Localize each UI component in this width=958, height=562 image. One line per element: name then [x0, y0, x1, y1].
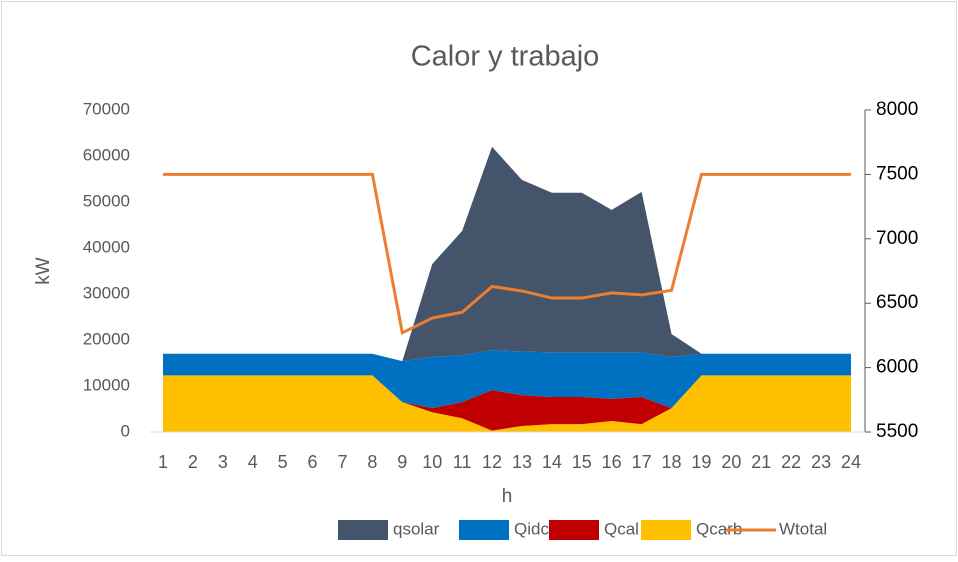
- area: [163, 375, 851, 431]
- y2-tick-label: 5500: [876, 421, 918, 442]
- legend-swatch: [641, 520, 691, 540]
- x-tick-label: 24: [841, 452, 861, 472]
- legend-label: Qidc: [514, 519, 549, 538]
- legend-swatch: [338, 520, 388, 540]
- x-tick-label: 21: [751, 452, 771, 472]
- legend-label: Qcal: [604, 519, 639, 538]
- legend-swatch: [549, 520, 599, 540]
- legend-label: Wtotal: [779, 519, 827, 538]
- x-tick-label: 22: [781, 452, 801, 472]
- x-tick-label: 14: [542, 452, 562, 472]
- y2-tick-label: 8000: [876, 99, 918, 120]
- x-tick-label: 16: [602, 452, 622, 472]
- x-tick-label: 13: [512, 452, 532, 472]
- x-tick-label: 4: [248, 452, 258, 472]
- area: [163, 146, 851, 362]
- y2-tick-label: 6000: [876, 357, 918, 378]
- x-tick-label: 8: [367, 452, 377, 472]
- legend-label: qsolar: [393, 519, 440, 538]
- y-axis-label: kW: [33, 257, 54, 285]
- x-tick-label: 5: [278, 452, 288, 472]
- y-tick-label: 10000: [83, 375, 130, 394]
- x-tick-label: 6: [308, 452, 318, 472]
- legend-label: Qcarb: [696, 519, 742, 538]
- y-tick-label: 60000: [83, 145, 130, 164]
- x-tick-label: 3: [218, 452, 228, 472]
- y-tick-label: 70000: [83, 99, 130, 118]
- y2-tick-label: 7000: [876, 228, 918, 249]
- x-tick-label: 18: [662, 452, 682, 472]
- x-tick-label: 2: [188, 452, 198, 472]
- y-tick-label: 30000: [83, 283, 130, 302]
- y-tick-label: 40000: [83, 237, 130, 256]
- x-tick-label: 11: [453, 452, 472, 472]
- x-tick-label: 12: [482, 452, 502, 472]
- y-tick-label: 0: [121, 421, 130, 440]
- area: [163, 350, 851, 409]
- x-tick-label: 1: [158, 452, 168, 472]
- line: [163, 172, 851, 336]
- y2-tick-label: 7500: [876, 163, 918, 184]
- x-tick-label: 23: [811, 452, 831, 472]
- x-tick-label: 9: [397, 452, 407, 472]
- x-tick-label: 7: [337, 452, 347, 472]
- x-tick-label: 17: [632, 452, 652, 472]
- x-tick-label: 15: [572, 452, 592, 472]
- y-tick-label: 50000: [83, 191, 130, 210]
- x-tick-label: 10: [422, 452, 442, 472]
- y-tick-label: 20000: [83, 329, 130, 348]
- x-tick-label: 19: [691, 452, 711, 472]
- x-axis-label: h: [502, 486, 513, 507]
- legend-swatch: [459, 520, 509, 540]
- chart-title: Calor y trabajo: [411, 41, 600, 73]
- x-tick-label: 20: [721, 452, 741, 472]
- area: [163, 375, 851, 432]
- y2-tick-label: 6500: [876, 292, 918, 313]
